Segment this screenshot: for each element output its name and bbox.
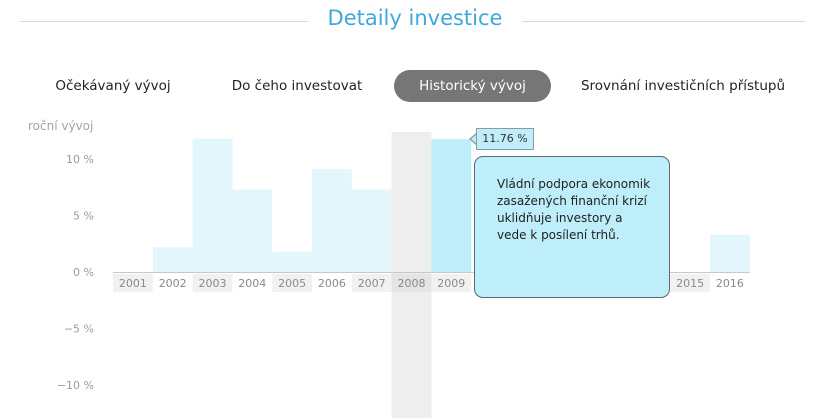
y-axis-title: roční vývoj [28, 119, 94, 133]
header: Detaily investice [0, 0, 824, 40]
value-tooltip: 11.76 % [476, 128, 534, 150]
tab-historical-development[interactable]: Historický vývoj [394, 70, 551, 102]
x-label-background [113, 274, 153, 292]
value-tooltip-pointer-fill [471, 134, 477, 144]
bar-2009 [431, 139, 472, 272]
tab-investment-comparison[interactable]: Srovnání investičních přístupů [580, 78, 786, 94]
tab-what-to-invest-in[interactable]: Do čeho investovat [231, 78, 363, 94]
x-tick-label: 2004 [238, 277, 266, 290]
tab-bar: Očekávaný vývoj Do čeho investovat Histo… [0, 70, 824, 102]
y-tick-label: 0 % [73, 266, 94, 279]
x-label-background [272, 274, 312, 292]
info-popup: Vládní podpora ekonomik zasažených finan… [474, 156, 670, 298]
y-tick-label: −5 % [64, 323, 94, 336]
x-label-background [670, 274, 710, 292]
x-tick-label: 2009 [437, 277, 465, 290]
bar-2002 [152, 247, 193, 272]
x-tick-label: 2003 [199, 277, 227, 290]
x-tick-label: 2015 [676, 277, 704, 290]
y-tick-label: 5 % [73, 210, 94, 223]
x-label-background [192, 274, 233, 292]
x-tick-label: 2016 [716, 277, 744, 290]
x-tick-label: 2007 [358, 277, 386, 290]
x-tick-label: 2005 [278, 277, 306, 290]
bar-2016 [710, 234, 750, 272]
x-tick-label: 2001 [119, 277, 147, 290]
x-tick-label: 2002 [159, 277, 187, 290]
tab-expected-development[interactable]: Očekávaný vývoj [55, 78, 171, 94]
header-divider-right [522, 21, 805, 22]
y-tick-label: 10 % [66, 153, 94, 166]
x-label-background [431, 274, 472, 292]
bar-2003 [192, 138, 233, 272]
bar-2004 [232, 189, 273, 272]
x-tick-label: 2008 [398, 277, 426, 290]
x-tick-label: 2006 [318, 277, 346, 290]
x-label-background [391, 274, 432, 292]
bar-2005 [272, 251, 312, 272]
y-tick-label: −10 % [57, 379, 94, 392]
page-title: Detaily investice [327, 6, 503, 30]
info-popup-text: Vládní podpora ekonomik zasažených finan… [497, 177, 651, 242]
x-label-background [351, 274, 392, 292]
bar-2006 [312, 169, 352, 272]
header-divider-left [20, 21, 308, 22]
bar-2007 [351, 189, 392, 272]
